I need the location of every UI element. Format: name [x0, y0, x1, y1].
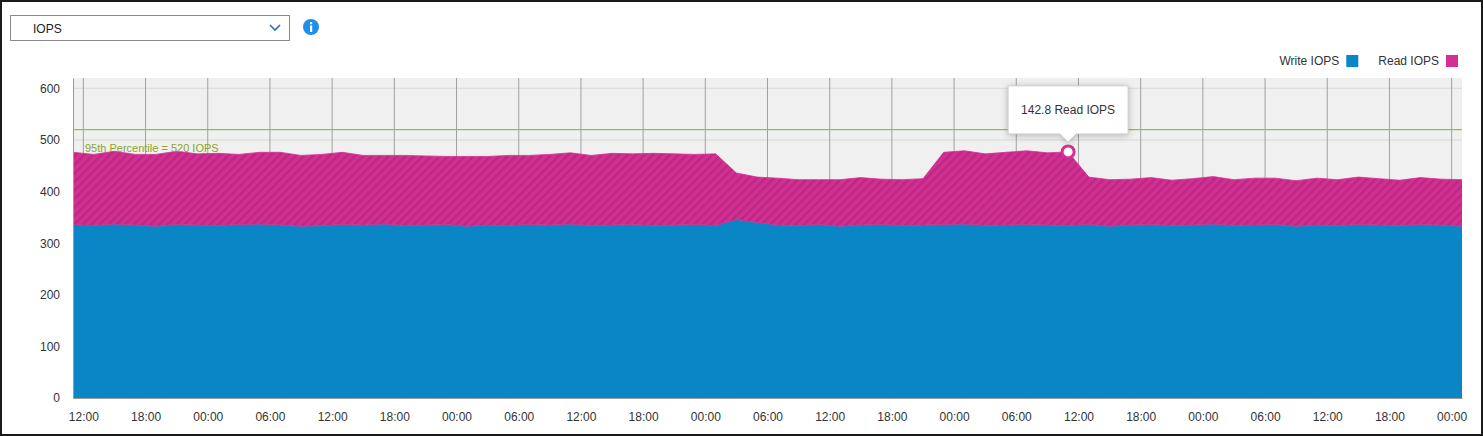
x-tick: 00:00	[1188, 398, 1218, 424]
grid	[73, 78, 1462, 398]
percentile-label: 95th Percentile = 520 IOPS	[85, 142, 219, 154]
x-axis: 12:00 18:00 00:00 06:00 12:00 18:00 00:00 06:00…	[69, 398, 1468, 424]
x-tick: 00:00	[1437, 398, 1467, 424]
x-tick-label: 12:00	[1064, 410, 1094, 424]
x-tick: 00:00	[442, 398, 472, 424]
x-tick: 12:00	[318, 398, 348, 424]
y-tick-label: 100	[40, 340, 60, 354]
x-tick-label: 12:00	[318, 410, 348, 424]
series-area	[73, 151, 1462, 226]
x-tick: 06:00	[255, 398, 285, 424]
info-circle[interactable]	[303, 19, 319, 35]
legend-swatch	[1346, 55, 1358, 67]
y-axis-line	[73, 79, 74, 399]
y-tick: 600	[40, 82, 73, 96]
info-dot[interactable]	[310, 22, 312, 24]
y-tick-label: 0	[53, 391, 60, 405]
x-tick: 06:00	[504, 398, 534, 424]
percentile-line	[73, 129, 1462, 130]
metric-dropdown[interactable]: IOPS	[10, 15, 290, 41]
x-tick: 12:00	[1064, 398, 1094, 424]
chart-container: 95th Percentile = 520 IOPS 0 100 200 300 400 5…	[0, 0, 1483, 436]
tooltip-text: 142.8 Read IOPS	[1021, 103, 1115, 117]
x-tick: 06:00	[753, 398, 783, 424]
x-tick: 12:00	[1313, 398, 1343, 424]
x-tick-label: 06:00	[1251, 410, 1281, 424]
x-tick-label: 00:00	[1188, 410, 1218, 424]
x-tick-label: 18:00	[629, 410, 659, 424]
y-tick-label: 500	[40, 133, 60, 147]
legend: Read IOPS Write IOPS	[1280, 54, 1459, 68]
y-tick-label: 300	[40, 237, 60, 251]
chevron-path[interactable]	[270, 25, 280, 30]
x-tick-label: 00:00	[193, 410, 223, 424]
y-tick: 400	[40, 185, 73, 199]
x-tick: 18:00	[629, 398, 659, 424]
x-tick-label: 18:00	[877, 410, 907, 424]
tooltip: 142.8 Read IOPS	[1008, 86, 1128, 158]
dropdown-text[interactable]: IOPS	[33, 22, 62, 36]
x-tick: 06:00	[1002, 398, 1032, 424]
x-tick-label: 18:00	[131, 410, 161, 424]
legend-label: Read IOPS	[1378, 54, 1439, 68]
x-tick: 12:00	[815, 398, 845, 424]
x-tick: 06:00	[1251, 398, 1281, 424]
x-tick-label: 06:00	[753, 410, 783, 424]
dropdown-chevron[interactable]	[269, 24, 281, 32]
x-axis-line	[74, 398, 1463, 399]
tooltip-box	[1008, 86, 1128, 142]
x-tick-label: 18:00	[1126, 410, 1156, 424]
legend-label: Write IOPS	[1280, 54, 1340, 68]
chart-svg: 95th Percentile = 520 IOPS 0 100 200 300 400 5…	[0, 0, 1483, 436]
x-tick-label: 12:00	[815, 410, 845, 424]
x-tick-label: 06:00	[504, 410, 534, 424]
x-tick: 18:00	[1126, 398, 1156, 424]
info-svg[interactable]	[302, 18, 320, 36]
x-tick: 12:00	[69, 398, 99, 424]
x-tick: 00:00	[691, 398, 721, 424]
x-tick-label: 06:00	[1002, 410, 1032, 424]
x-tick-label: 06:00	[255, 410, 285, 424]
x-tick-label: 00:00	[1437, 410, 1467, 424]
y-tick: 100	[40, 340, 73, 354]
plot-background	[73, 78, 1462, 398]
x-tick: 00:00	[940, 398, 970, 424]
x-tick-label: 12:00	[566, 410, 596, 424]
plot-area	[73, 130, 1462, 398]
x-tick-label: 18:00	[1375, 410, 1405, 424]
y-tick: 500	[40, 133, 73, 147]
legend-swatch	[1446, 55, 1458, 67]
y-tick: 200	[40, 288, 73, 302]
x-tick-label: 00:00	[691, 410, 721, 424]
x-tick: 00:00	[193, 398, 223, 424]
x-tick: 18:00	[1375, 398, 1405, 424]
y-axis: 0 100 200 300 400 500 600	[40, 79, 74, 406]
y-tick: 0	[53, 391, 73, 405]
x-tick-label: 00:00	[940, 410, 970, 424]
tooltip-marker	[1062, 146, 1074, 158]
y-tick-label: 200	[40, 288, 60, 302]
x-tick: 18:00	[131, 398, 161, 424]
x-tick-label: 12:00	[69, 410, 99, 424]
info-icon[interactable]	[302, 18, 320, 40]
x-tick: 18:00	[877, 398, 907, 424]
x-tick-label: 18:00	[380, 410, 410, 424]
x-tick-label: 00:00	[442, 410, 472, 424]
x-tick-label: 12:00	[1313, 410, 1343, 424]
info-bar[interactable]	[310, 26, 312, 33]
series-area	[73, 219, 1462, 398]
y-tick-label: 400	[40, 185, 60, 199]
y-tick-label: 600	[40, 82, 60, 96]
x-tick: 18:00	[380, 398, 410, 424]
x-tick: 12:00	[566, 398, 596, 424]
y-tick: 300	[40, 237, 73, 251]
